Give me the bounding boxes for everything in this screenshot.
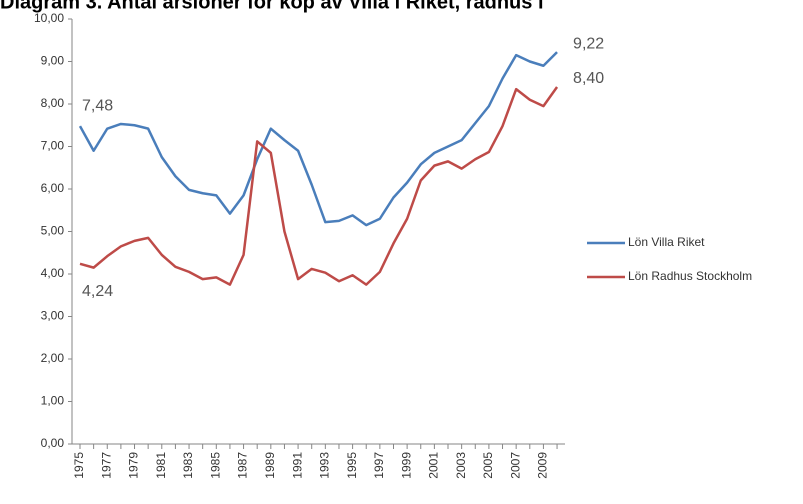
x-tick-label: 2007 [508, 452, 522, 479]
y-tick-label: 10,00 [34, 11, 64, 25]
y-tick-label: 1,00 [41, 394, 65, 408]
y-tick-label: 8,00 [41, 96, 65, 110]
x-tick-label: 1985 [208, 452, 222, 479]
value-label: 9,22 [573, 35, 604, 52]
value-label: 8,40 [573, 70, 604, 87]
x-tick-label: 2005 [481, 452, 495, 479]
x-tick-label: 1993 [318, 452, 332, 479]
x-tick-label: 2001 [427, 452, 441, 479]
series-line [78, 51, 558, 227]
value-label: 4,24 [82, 283, 113, 300]
x-tick-label: 1981 [154, 452, 168, 479]
y-tick-label: 9,00 [41, 54, 65, 68]
x-tick-label: 1987 [236, 452, 250, 479]
x-tick-label: 1991 [290, 452, 304, 479]
x-tick-label: 2003 [454, 452, 468, 479]
x-tick-label: 1995 [345, 452, 359, 479]
x-tick-label: 2009 [536, 452, 550, 479]
x-tick-label: 1983 [181, 452, 195, 479]
y-tick-label: 5,00 [41, 224, 65, 238]
y-tick-label: 6,00 [41, 181, 65, 195]
x-tick-label: 1977 [99, 452, 113, 479]
value-label: 7,48 [82, 97, 113, 114]
x-tick-label: 1989 [263, 452, 277, 479]
legend-label: Lön Radhus Stockholm [628, 269, 752, 283]
x-tick-label: 1999 [399, 452, 413, 479]
y-tick-label: 0,00 [41, 436, 65, 450]
x-tick-label: 1975 [72, 452, 86, 479]
series-line [79, 86, 559, 286]
y-tick-label: 3,00 [41, 309, 65, 323]
x-tick-label: 1979 [127, 452, 141, 479]
legend-label: Lön Villa Riket [628, 235, 705, 249]
y-tick-label: 4,00 [41, 266, 65, 280]
chart-title: Diagram 3. Antal årslöner för köp av Vil… [0, 0, 544, 13]
x-tick-label: 1997 [372, 452, 386, 479]
y-tick-label: 7,00 [41, 139, 65, 153]
y-tick-label: 2,00 [41, 351, 65, 365]
